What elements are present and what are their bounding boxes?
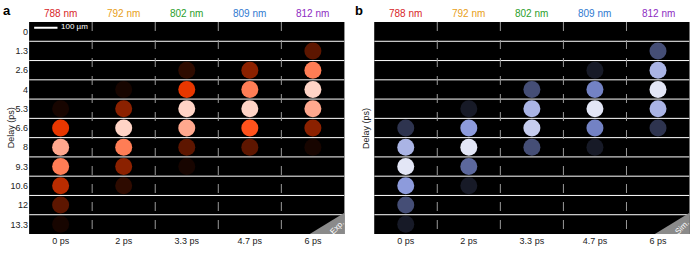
svg-text:6 ps: 6 ps <box>304 236 322 246</box>
svg-text:0: 0 <box>23 27 28 37</box>
svg-text:100 µm: 100 µm <box>61 22 88 31</box>
svg-text:a: a <box>3 3 11 18</box>
svg-text:8: 8 <box>23 142 28 152</box>
svg-text:2.6: 2.6 <box>16 65 29 75</box>
svg-text:792 nm: 792 nm <box>452 8 485 19</box>
svg-text:788 nm: 788 nm <box>389 8 422 19</box>
svg-text:Delay (ps): Delay (ps) <box>361 108 371 149</box>
svg-text:2 ps: 2 ps <box>115 236 133 246</box>
svg-text:809 nm: 809 nm <box>233 8 266 19</box>
svg-text:788 nm: 788 nm <box>44 8 77 19</box>
svg-text:Sim.: Sim. <box>673 219 691 237</box>
svg-text:792 nm: 792 nm <box>107 8 140 19</box>
svg-text:802 nm: 802 nm <box>170 8 203 19</box>
svg-text:3.3 ps: 3.3 ps <box>175 236 200 246</box>
svg-text:b: b <box>355 3 363 18</box>
svg-text:3.3 ps: 3.3 ps <box>520 236 545 246</box>
svg-text:1.3: 1.3 <box>16 46 29 56</box>
svg-text:9.3: 9.3 <box>16 162 29 172</box>
svg-text:2 ps: 2 ps <box>460 236 478 246</box>
svg-text:4.7 ps: 4.7 ps <box>583 236 608 246</box>
svg-text:0 ps: 0 ps <box>397 236 415 246</box>
svg-text:Exp.: Exp. <box>328 218 346 236</box>
svg-text:4.7 ps: 4.7 ps <box>238 236 263 246</box>
svg-text:809 nm: 809 nm <box>578 8 611 19</box>
svg-text:4: 4 <box>23 85 28 95</box>
svg-text:10.6: 10.6 <box>11 181 29 191</box>
svg-text:5.3: 5.3 <box>16 104 29 114</box>
svg-text:802 nm: 802 nm <box>515 8 548 19</box>
svg-text:6 ps: 6 ps <box>649 236 667 246</box>
svg-text:812 nm: 812 nm <box>642 8 675 19</box>
svg-text:13.3: 13.3 <box>11 220 29 230</box>
svg-text:12: 12 <box>18 200 28 210</box>
svg-text:Delay (ps): Delay (ps) <box>6 107 16 148</box>
svg-text:6.6: 6.6 <box>16 123 29 133</box>
svg-text:0 ps: 0 ps <box>52 236 70 246</box>
svg-text:812 nm: 812 nm <box>296 8 329 19</box>
